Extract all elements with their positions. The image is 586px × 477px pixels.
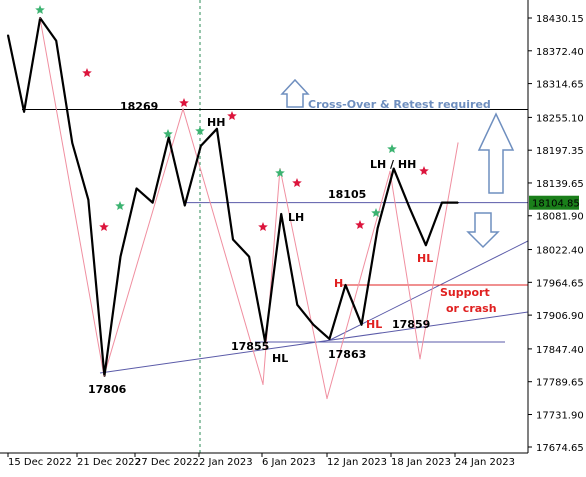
price-point <box>264 340 266 343</box>
outline-down-arrow <box>466 212 500 249</box>
price-point <box>392 167 395 170</box>
y-tick-label: 18139.65 <box>536 179 584 190</box>
x-tick-label: 21 Dec 2022 <box>77 457 141 468</box>
current-price-value: 18104.85 <box>532 199 580 210</box>
green-star-icon <box>115 201 125 210</box>
current-price-badge: 18104.85 <box>529 195 580 210</box>
label-17863: 17863 <box>328 348 366 361</box>
red-star-icon <box>179 98 189 107</box>
price-point <box>55 39 58 42</box>
price-point <box>296 304 299 306</box>
y-tick-label: 18372.40 <box>536 47 584 58</box>
price-point <box>376 227 379 229</box>
green-star-icon <box>387 144 397 153</box>
label-hh-left: HH <box>207 116 225 129</box>
y-axis: 18430.15 18372.40 18314.65 18255.10 18197.35… <box>528 14 584 454</box>
x-tick-label: 12 Jan 2023 <box>327 457 387 468</box>
label-17855: 17855 <box>231 340 269 353</box>
red-star-icon <box>419 166 429 175</box>
price-point <box>360 323 363 326</box>
price-point <box>71 142 74 144</box>
price-point <box>280 213 283 215</box>
red-star-icon <box>292 178 302 187</box>
price-point <box>457 201 459 204</box>
x-tick-label: 15 Dec 2022 <box>8 457 72 468</box>
y-tick-label: 17964.65 <box>536 278 584 289</box>
label-17806: 17806 <box>88 383 127 396</box>
zigzag-point <box>457 142 459 144</box>
y-tick-label: 18197.35 <box>536 146 584 157</box>
green-star-icon <box>275 168 285 177</box>
label-hl-bottom: HL <box>272 352 288 365</box>
y-tick-label: 17789.65 <box>536 378 584 389</box>
price-point <box>183 204 186 207</box>
price-point <box>135 187 138 190</box>
cross-over-annotation: Cross-Over & Retest required <box>308 98 491 111</box>
price-point <box>441 201 443 204</box>
x-tick-label: 2 Jan 2023 <box>199 457 253 468</box>
price-point <box>119 255 122 258</box>
label-17859: 17859 <box>392 318 430 331</box>
zigzag-point <box>389 170 391 173</box>
price-point <box>7 34 9 36</box>
price-point <box>312 323 315 326</box>
y-tick-label: 18081.90 <box>536 212 584 223</box>
price-point <box>23 110 25 113</box>
label-h-red: H <box>334 277 343 290</box>
zigzag-point <box>103 375 105 377</box>
label-lh-left: LH <box>288 211 304 224</box>
label-support: Support <box>440 286 490 299</box>
green-star-icon <box>195 126 205 135</box>
red-star-icon <box>355 220 365 229</box>
green-star-icon <box>35 5 45 14</box>
outline-up-arrow-small <box>280 78 310 108</box>
level-label-18105: 18105 <box>328 188 366 201</box>
y-tick-label: 17906.90 <box>536 311 584 322</box>
green-star-icon <box>371 208 381 217</box>
zigzag-point <box>262 383 264 385</box>
price-point <box>408 207 411 210</box>
red-star-icon <box>227 111 237 120</box>
price-point <box>248 255 250 258</box>
price-point <box>328 338 331 340</box>
price-point <box>87 198 90 201</box>
y-tick-label: 18255.10 <box>536 113 584 124</box>
red-star-icon <box>82 68 92 77</box>
zigzag-point <box>39 17 41 19</box>
y-tick-label: 17674.65 <box>536 443 584 454</box>
red-star-icon <box>258 222 268 231</box>
label-hl-red: HL <box>366 318 382 331</box>
label-lh-hh-right: LH / HH <box>370 158 416 171</box>
price-point <box>344 284 347 286</box>
price-point <box>232 238 234 241</box>
y-tick-label: 17731.90 <box>536 410 584 421</box>
y-tick-label: 18430.15 <box>536 14 584 25</box>
x-tick-label: 18 Jan 2023 <box>391 457 451 468</box>
outline-up-arrow-large <box>477 112 515 194</box>
price-point <box>425 244 427 247</box>
price-point <box>151 201 154 204</box>
label-hl-right: HL <box>417 252 433 265</box>
zigzag-point <box>182 108 184 110</box>
x-tick-label: 6 Jan 2023 <box>262 457 316 468</box>
green-star-icon <box>163 129 173 138</box>
y-tick-label: 18314.65 <box>536 80 584 91</box>
price-point <box>216 128 218 130</box>
x-tick-label: 24 Jan 2023 <box>455 457 515 468</box>
level-label-18269: 18269 <box>120 100 158 113</box>
label-or-crash: or crash <box>446 302 497 315</box>
y-tick-label: 17847.40 <box>536 345 584 356</box>
price-point <box>200 145 202 147</box>
zigzag-point <box>326 397 328 400</box>
red-star-icon <box>99 222 109 231</box>
rising-trendline <box>329 240 528 341</box>
zigzag-point <box>419 358 421 360</box>
y-tick-label: 18022.40 <box>536 246 584 257</box>
x-tick-label: 27 Dec 2022 <box>135 457 199 468</box>
signal-stars <box>35 5 429 231</box>
